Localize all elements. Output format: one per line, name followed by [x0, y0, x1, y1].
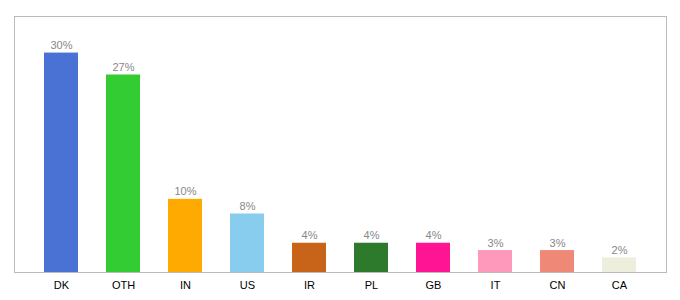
svg-text:30%: 30%	[50, 39, 72, 51]
svg-text:CN: CN	[550, 279, 566, 291]
svg-text:PL: PL	[365, 279, 378, 291]
svg-text:IT: IT	[491, 279, 501, 291]
svg-text:OTH: OTH	[112, 279, 135, 291]
svg-text:US: US	[240, 279, 255, 291]
svg-text:DK: DK	[54, 279, 70, 291]
svg-text:3%: 3%	[488, 237, 504, 249]
svg-text:IR: IR	[304, 279, 315, 291]
svg-text:GB: GB	[426, 279, 442, 291]
svg-text:4%: 4%	[426, 229, 442, 241]
svg-text:27%: 27%	[112, 61, 134, 73]
svg-text:CA: CA	[612, 279, 628, 291]
svg-text:10%: 10%	[174, 185, 196, 197]
svg-text:2%: 2%	[612, 244, 628, 256]
svg-text:4%: 4%	[302, 229, 318, 241]
svg-text:8%: 8%	[240, 200, 256, 212]
svg-text:4%: 4%	[364, 229, 380, 241]
svg-text:3%: 3%	[550, 237, 566, 249]
svg-text:IN: IN	[180, 279, 191, 291]
